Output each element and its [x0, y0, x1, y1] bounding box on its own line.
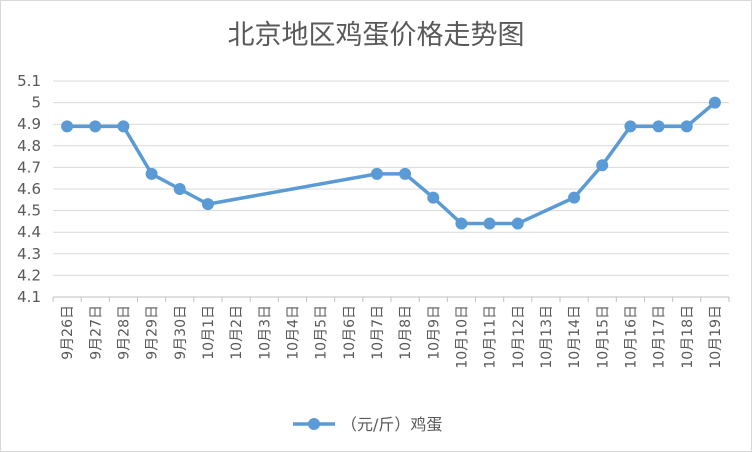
x-tick-label: 10月10日: [454, 305, 470, 369]
series-line: [65, 100, 717, 226]
x-tick-label: 10月3日: [257, 305, 273, 360]
y-tick-label: 5.1: [17, 72, 41, 90]
data-point: [89, 120, 102, 133]
x-tick-label: 10月17日: [652, 305, 668, 369]
x-tick-label: 9月27日: [88, 305, 104, 360]
x-tick-label: 10月19日: [708, 305, 724, 369]
data-point: [370, 167, 383, 180]
data-point: [145, 167, 158, 180]
series-layer: [61, 96, 721, 230]
x-tick-label: 10月2日: [229, 305, 245, 360]
y-tick-label: 4.3: [17, 245, 41, 263]
y-tick-label: 4.7: [17, 158, 41, 176]
data-point: [427, 191, 440, 204]
x-axis-ticks: 9月26日 9月27日 9月28日 9月29日 9月30日 10月1日 10月2日 10月3日…: [52, 297, 730, 369]
y-axis-ticks: 4.1 4.2 4.3 4.4 4.5 4.6 4.7 4.8 4.9 5 5.1: [17, 72, 41, 306]
x-tick-label: 10月13日: [539, 305, 555, 369]
data-point: [624, 120, 637, 133]
data-point: [680, 120, 693, 133]
y-tick-label: 4.1: [17, 288, 41, 306]
x-tick-label: 10月18日: [680, 305, 696, 369]
x-tick-label: 10月8日: [398, 305, 414, 360]
legend-label: （元/斤）鸡蛋: [341, 415, 442, 434]
y-tick-label: 4.4: [17, 223, 41, 241]
x-tick-label: 10月6日: [342, 305, 358, 360]
data-point: [201, 198, 214, 211]
data-point: [483, 217, 496, 230]
x-tick-label: 10月11日: [483, 305, 499, 369]
data-point: [61, 120, 74, 133]
data-point: [596, 159, 609, 172]
y-tick-label: 4.2: [17, 266, 41, 284]
x-tick-label: 10月15日: [595, 305, 611, 369]
x-tick-label: 9月26日: [60, 305, 76, 360]
x-tick-label: 9月30日: [173, 305, 189, 360]
data-point: [568, 191, 581, 204]
x-tick-label: 9月28日: [116, 305, 132, 360]
legend: （元/斤）鸡蛋: [293, 415, 442, 434]
x-tick-label: 9月29日: [145, 305, 161, 360]
gridlines: [53, 80, 729, 298]
y-tick-label: 5: [31, 94, 41, 112]
x-tick-label: 10月16日: [623, 305, 639, 369]
x-tick-label: 10月14日: [567, 305, 583, 369]
y-tick-label: 4.6: [17, 180, 41, 198]
y-tick-label: 4.9: [17, 115, 41, 133]
x-tick-label: 10月9日: [426, 305, 442, 360]
data-point: [511, 217, 524, 230]
y-tick-label: 4.5: [17, 202, 41, 220]
x-tick-label: 10月1日: [201, 305, 217, 360]
y-tick-label: 4.8: [17, 137, 41, 155]
x-tick-label: 10月12日: [511, 305, 527, 369]
data-point: [652, 120, 665, 133]
data-point: [399, 167, 412, 180]
legend-marker: [308, 418, 320, 430]
x-tick-label: 10月4日: [285, 305, 301, 360]
data-point: [117, 120, 130, 133]
data-point: [173, 183, 186, 195]
x-tick-label: 10月7日: [370, 305, 386, 360]
chart-title: 北京地区鸡蛋价格走势图: [228, 20, 525, 51]
x-tick-label: 10月5日: [314, 305, 330, 360]
data-point: [455, 217, 468, 230]
data-point: [708, 96, 721, 109]
